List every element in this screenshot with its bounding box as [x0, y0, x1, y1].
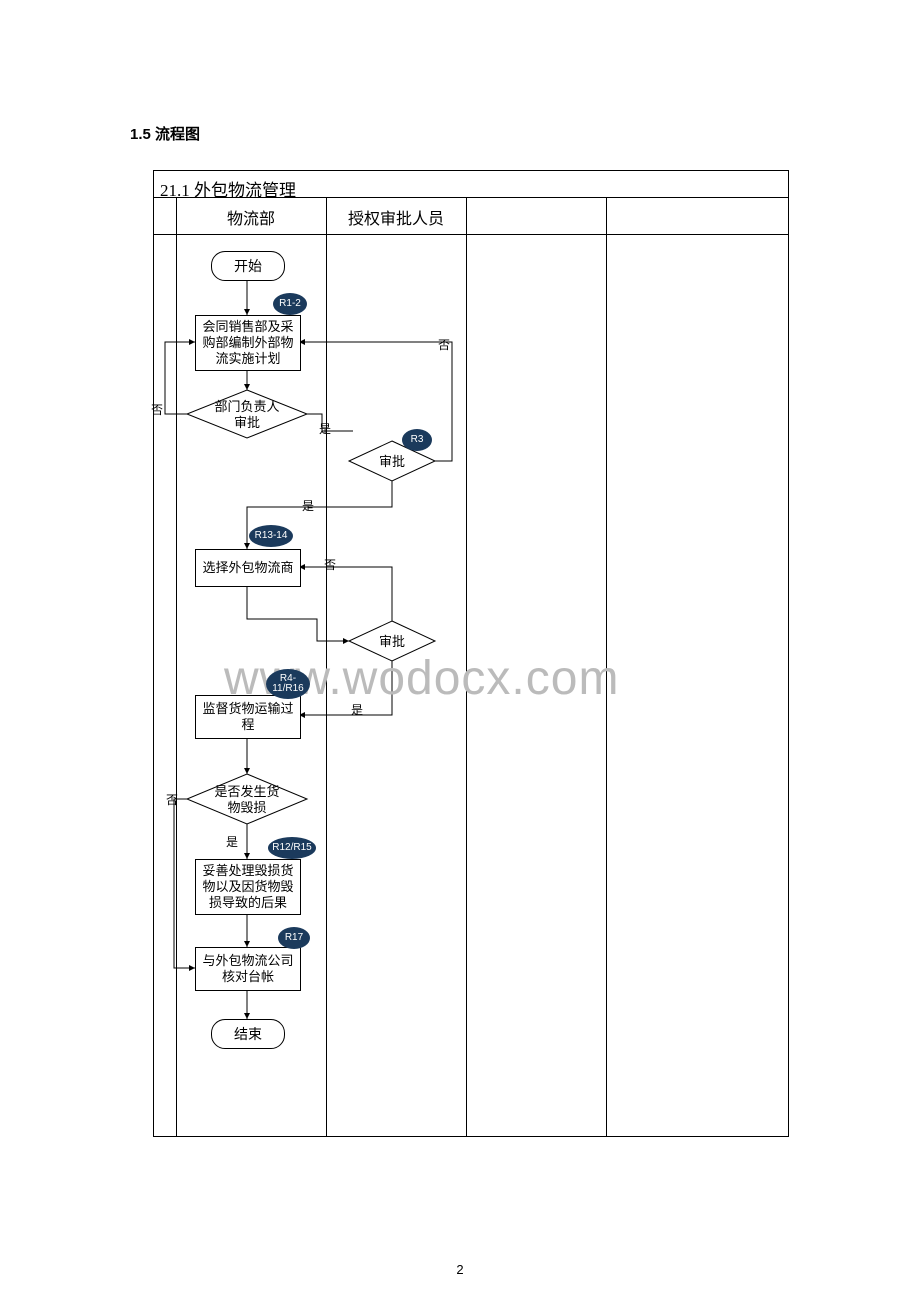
- flowchart-process-monitor: 监督货物运输过 程: [195, 695, 301, 739]
- swimlane-divider: [606, 197, 607, 1136]
- edge-label-yes: 是: [226, 833, 238, 850]
- edge-label-no: 否: [166, 791, 178, 808]
- flowchart-process-reconcile: 与外包物流公司 核对台帐: [195, 947, 301, 991]
- swimlane-divider: [466, 197, 467, 1136]
- edge-label-yes: 是: [351, 701, 363, 718]
- flowchart-decision-approval2: 审批: [364, 633, 420, 651]
- section-heading: 1.5 流程图: [130, 123, 200, 144]
- page-number: 2: [0, 1262, 920, 1277]
- swimlane-header: 物流部: [176, 205, 326, 229]
- risk-badge: R12/R15: [268, 837, 316, 859]
- edge-label-no: 否: [438, 336, 450, 353]
- flowchart-decision-damage: 是否发生货 物毁损: [197, 783, 297, 817]
- swimlane-header: 授权审批人员: [326, 205, 466, 229]
- swimlane-divider: [326, 197, 327, 1136]
- flowchart-decision-dept-approval: 部门负责人 审批: [197, 398, 297, 432]
- flowchart-start: 开始: [211, 251, 285, 281]
- document-page: 1.5 流程图 21.1 外包物流管理 物流部 授权审批人员 www.wodoc…: [0, 0, 920, 1302]
- flowchart-process-select: 选择外包物流商: [195, 549, 301, 587]
- flowchart-process-handle: 妥善处理毁损货 物以及因货物毁 损导致的后果: [195, 859, 301, 915]
- edge-label-yes: 是: [302, 497, 314, 514]
- edge-label-no: 否: [324, 556, 336, 573]
- risk-badge: R3: [402, 429, 432, 451]
- risk-badge: R13-14: [249, 525, 293, 547]
- risk-badge: R17: [278, 927, 310, 949]
- risk-badge: R1-2: [273, 293, 307, 315]
- flowchart-decision-auth-approval: 审批: [364, 453, 420, 471]
- flowchart-process-plan: 会同销售部及采 购部编制外部物 流实施计划: [195, 315, 301, 371]
- edge-label-yes: 是: [319, 420, 331, 437]
- flowchart-frame: 21.1 外包物流管理 物流部 授权审批人员 www.wodocx.com 开始…: [153, 170, 789, 1137]
- risk-badge: R4- 11/R16: [266, 669, 310, 699]
- swimlane-divider: [176, 197, 177, 1136]
- flowchart-end: 结束: [211, 1019, 285, 1049]
- edge-label-no: 否: [151, 401, 163, 418]
